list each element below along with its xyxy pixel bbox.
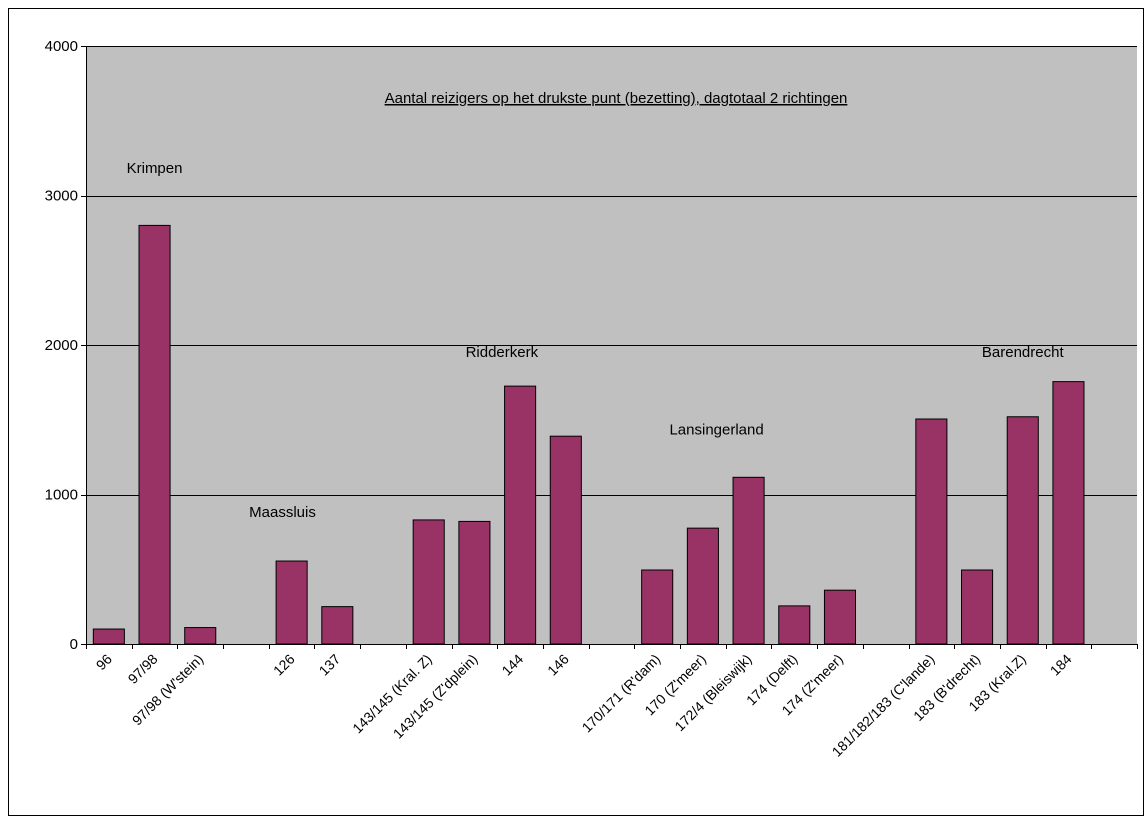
bar	[915, 418, 948, 645]
bars	[92, 224, 1085, 645]
bar	[961, 569, 994, 645]
bar	[778, 605, 811, 645]
y-tick-label: 1000	[45, 487, 78, 504]
bar	[458, 520, 491, 645]
x-category-label: 144	[498, 651, 526, 679]
annotation-label: Lansingerland	[669, 422, 763, 439]
x-category-label: 146	[544, 651, 572, 679]
bar	[686, 527, 719, 645]
x-category-label: 97/98	[125, 651, 161, 687]
y-tick-label: 4000	[45, 38, 78, 55]
y-tick-label: 3000	[45, 188, 78, 205]
annotation-label: Maassluis	[249, 504, 316, 521]
chart-frame: 0 1000 2000 3000 4000 96 97/98 97/98 (W'stein)…	[8, 8, 1144, 816]
annotations: Krimpen Maassluis Ridderkerk Lansingerland B…	[127, 160, 1065, 521]
x-category-label: 143/145 (Z'dplein)	[390, 651, 481, 742]
y-tick-label: 0	[70, 636, 78, 653]
x-category-label: 143/145 (Kral. Z)	[349, 651, 435, 737]
bar	[732, 476, 765, 645]
bar	[1052, 381, 1085, 645]
bar	[184, 627, 217, 645]
bar	[412, 519, 445, 645]
annotation-label: Barendrecht	[982, 344, 1065, 361]
annotation-label: Krimpen	[127, 160, 183, 177]
bar	[823, 589, 857, 645]
bar	[641, 569, 674, 645]
bar	[504, 385, 537, 645]
bar	[321, 606, 354, 645]
x-category-label: 137	[316, 651, 344, 679]
bar	[92, 628, 125, 645]
bar	[138, 224, 171, 645]
bar	[549, 435, 582, 645]
x-category-label: 184	[1047, 651, 1075, 679]
bar	[1006, 416, 1039, 645]
axes	[81, 46, 1138, 649]
x-category-label: 170/171 (R'dam)	[579, 651, 664, 736]
y-tick-label: 2000	[45, 337, 78, 354]
annotation-label: Ridderkerk	[466, 344, 539, 361]
x-category-label: 96	[93, 651, 115, 673]
grid-lines	[86, 46, 1137, 496]
y-tick-labels: 0 1000 2000 3000 4000	[45, 38, 78, 653]
chart-title: Aantal reizigers op het drukste punt (be…	[385, 90, 848, 107]
bar	[275, 560, 308, 645]
x-category-label: 126	[270, 651, 298, 679]
